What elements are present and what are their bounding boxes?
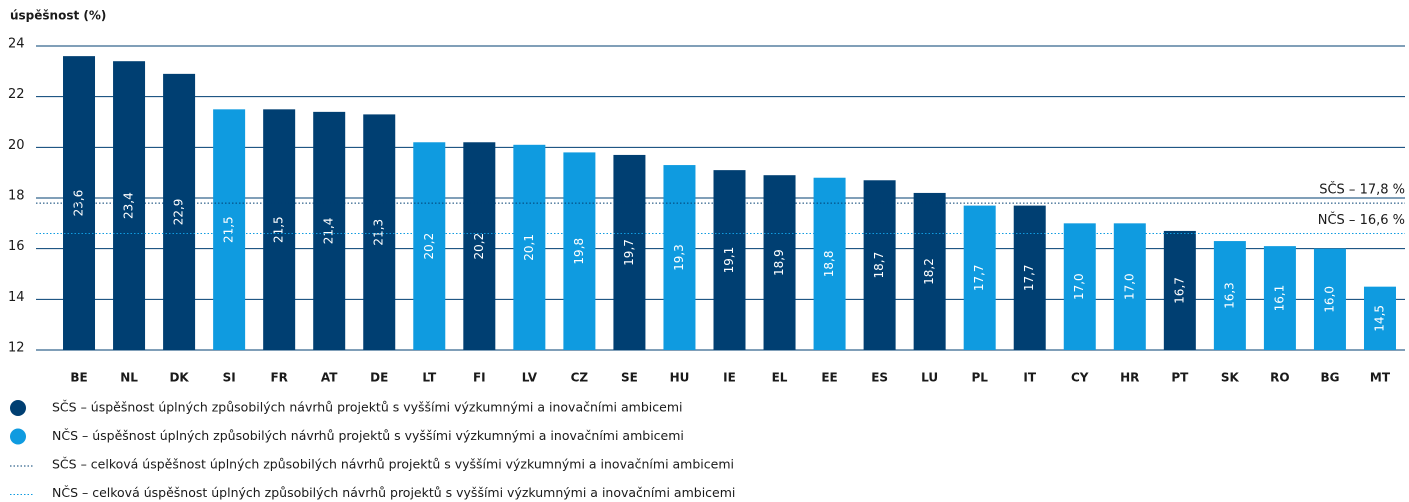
bar xyxy=(1063,223,1096,350)
bar xyxy=(113,61,146,350)
legend-label: NČS – úspěšnost úplných způsobilých návr… xyxy=(52,428,684,443)
x-tick-label: LU xyxy=(921,371,938,385)
x-tick-label: IT xyxy=(1023,371,1036,385)
legend-label: SČS – celková úspěšnost úplných způsobil… xyxy=(52,457,734,472)
bar xyxy=(713,170,746,350)
bar xyxy=(413,142,446,350)
bar xyxy=(1113,223,1146,350)
value-label: 18,9 xyxy=(772,249,786,276)
value-label: 19,3 xyxy=(672,244,686,271)
legend-label: SČS – úspěšnost úplných způsobilých návr… xyxy=(52,400,682,415)
x-tick-label: NL xyxy=(120,371,138,385)
value-label: 19,7 xyxy=(622,239,636,266)
bar xyxy=(363,114,396,351)
x-tick-label: SK xyxy=(1221,371,1240,385)
value-label: 21,4 xyxy=(322,218,336,245)
x-tick-label: ES xyxy=(871,371,888,385)
bar xyxy=(513,144,546,350)
value-label: 22,9 xyxy=(172,199,186,226)
y-tick-label: 24 xyxy=(8,37,25,52)
bar xyxy=(1163,230,1196,350)
x-tick-label: RO xyxy=(1270,371,1289,385)
value-label: 21,3 xyxy=(372,219,386,246)
bar xyxy=(1013,205,1046,350)
bar xyxy=(463,142,496,350)
bar xyxy=(963,205,996,350)
legend-marker xyxy=(10,400,26,416)
bar xyxy=(1213,241,1246,350)
y-tick-label: 14 xyxy=(8,290,25,305)
value-label: 17,0 xyxy=(1122,273,1136,300)
bar xyxy=(1363,286,1396,350)
x-tick-label: BG xyxy=(1320,371,1339,385)
bar xyxy=(813,177,846,350)
bar xyxy=(563,152,596,350)
x-tick-label: DK xyxy=(169,371,189,385)
value-label: 20,1 xyxy=(522,234,536,261)
legend-label: NČS – celková úspěšnost úplných způsobil… xyxy=(52,485,735,500)
value-label: 19,8 xyxy=(572,238,586,265)
x-tick-label: HU xyxy=(670,371,690,385)
value-label: 18,7 xyxy=(872,252,886,279)
value-label: 23,4 xyxy=(122,192,136,219)
x-tick-label: CY xyxy=(1071,371,1089,385)
y-tick-label: 18 xyxy=(8,189,25,204)
value-label: 18,8 xyxy=(822,251,836,278)
value-label: 16,7 xyxy=(1172,277,1186,304)
x-tick-label: LV xyxy=(522,371,538,385)
value-label: 16,0 xyxy=(1322,286,1336,313)
reference-label: SČS – 17,8 % xyxy=(1319,182,1405,198)
x-tick-label: HR xyxy=(1120,371,1139,385)
value-label: 21,5 xyxy=(222,216,236,243)
x-tick-label: FR xyxy=(270,371,287,385)
y-axis-label: úspěšnost (%) xyxy=(10,9,106,23)
x-tick-label: PT xyxy=(1171,371,1189,385)
value-label: 17,0 xyxy=(1072,273,1086,300)
value-label: 17,7 xyxy=(1022,264,1036,291)
bar xyxy=(263,109,296,350)
value-label: 19,1 xyxy=(722,247,736,274)
x-tick-label: BE xyxy=(70,371,87,385)
x-tick-label: IE xyxy=(723,371,736,385)
y-tick-label: 16 xyxy=(8,239,25,254)
x-tick-label: SE xyxy=(621,371,638,385)
x-tick-label: SI xyxy=(223,371,236,385)
y-tick-label: 12 xyxy=(8,341,25,356)
value-label: 20,2 xyxy=(472,233,486,260)
bar xyxy=(763,175,796,350)
x-tick-label: FI xyxy=(473,371,486,385)
x-tick-label: EL xyxy=(772,371,788,385)
value-label: 16,1 xyxy=(1272,285,1286,312)
y-tick-label: 22 xyxy=(8,87,25,102)
value-label: 16,3 xyxy=(1222,282,1236,309)
x-tick-label: MT xyxy=(1370,371,1391,385)
value-label: 20,2 xyxy=(422,233,436,260)
value-label: 21,5 xyxy=(272,216,286,243)
x-tick-label: EE xyxy=(821,371,837,385)
x-tick-label: DE xyxy=(370,371,388,385)
value-label: 17,7 xyxy=(972,264,986,291)
bar xyxy=(163,73,196,350)
x-tick-label: PL xyxy=(971,371,988,385)
bar xyxy=(313,111,346,350)
y-tick-label: 20 xyxy=(8,138,25,153)
bar xyxy=(1263,246,1296,350)
legend-marker xyxy=(10,428,26,445)
bar xyxy=(663,165,696,350)
value-label: 14,5 xyxy=(1372,305,1386,332)
x-tick-label: CZ xyxy=(571,371,589,385)
bar xyxy=(613,154,646,350)
x-tick-label: AT xyxy=(321,371,338,385)
bar xyxy=(1313,248,1346,350)
reference-label: NČS – 16,6 % xyxy=(1318,212,1405,228)
bar xyxy=(863,180,896,350)
value-label: 18,2 xyxy=(922,258,936,285)
x-tick-label: LT xyxy=(422,371,437,385)
bar xyxy=(213,109,246,350)
bar xyxy=(913,192,946,350)
